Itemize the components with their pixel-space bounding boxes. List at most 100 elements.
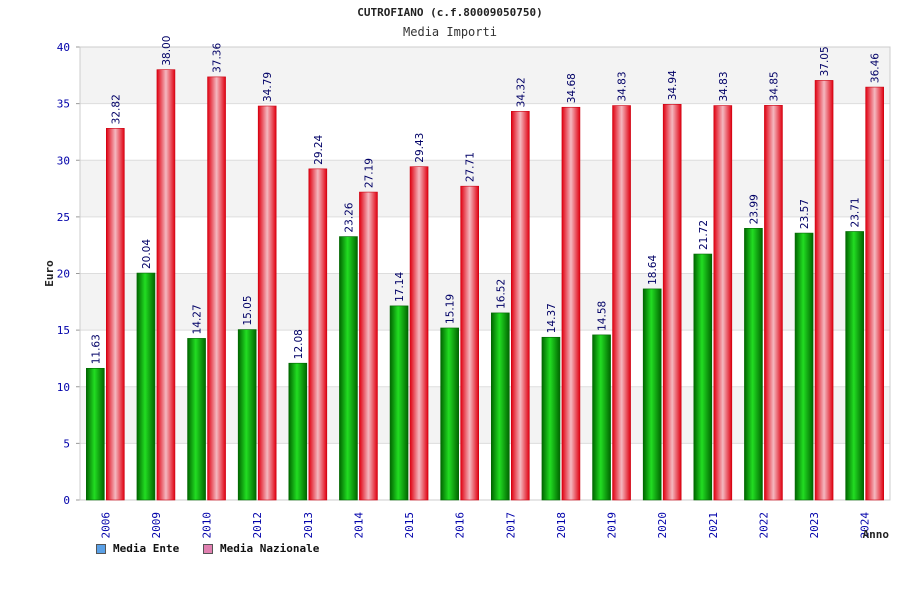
plot-frame (79, 46, 891, 501)
bar-nazionale-label: 34.68 (566, 73, 578, 103)
y-tick-label: 20 (57, 268, 70, 281)
legend-label-nazionale: Media Nazionale (220, 542, 320, 555)
x-tick-label: 2010 (201, 512, 214, 539)
bar-ente-label: 14.58 (597, 301, 609, 331)
bar-ente-label: 23.57 (799, 199, 811, 229)
bar-nazionale (257, 105, 277, 501)
bar-nazionale-label: 38.00 (161, 36, 173, 66)
x-tick-label: 2009 (150, 512, 163, 539)
bar-ente (744, 228, 763, 501)
bar-ente-label: 14.27 (192, 304, 204, 334)
y-tick-label: 10 (57, 381, 70, 394)
legend-label-ente: Media Ente (113, 542, 180, 555)
bar-nazionale (359, 191, 378, 501)
bar-nazionale-label: 27.71 (465, 152, 477, 182)
x-tick-label: 2014 (352, 512, 365, 539)
bar-nazionale (106, 128, 125, 501)
bar-ente-label: 17.14 (394, 272, 406, 302)
x-tick-label: 2012 (251, 512, 264, 539)
bar-nazionale-label: 34.83 (617, 71, 629, 101)
bar-ente (339, 236, 358, 501)
x-tick-label: 2023 (808, 512, 821, 539)
bar-ente (491, 312, 510, 501)
bar-nazionale-label: 37.36 (212, 43, 224, 73)
bar-nazionale (865, 86, 884, 501)
bar-ente-label: 21.72 (698, 220, 710, 250)
y-tick-label: 25 (57, 211, 70, 224)
x-tick-label: 2013 (302, 512, 315, 539)
bar-nazionale (460, 185, 479, 501)
y-axis-label: Euro (43, 260, 56, 287)
x-tick-label: 2006 (99, 512, 112, 539)
bar-ente-label: 16.52 (495, 279, 507, 309)
bar-ente-label: 23.71 (850, 197, 862, 227)
y-tick-label: 15 (57, 324, 70, 337)
bar-ente (440, 327, 459, 501)
bar-ente-label: 23.99 (748, 194, 760, 224)
bar-nazionale (207, 76, 226, 501)
x-tick-label: 2015 (403, 512, 416, 539)
bar-nazionale-label: 34.32 (515, 77, 527, 107)
bar-ente (693, 253, 713, 501)
bar-nazionale-label: 34.85 (768, 71, 780, 101)
bar-nazionale-label: 29.43 (414, 133, 426, 163)
x-tick-label: 2019 (606, 512, 619, 539)
chart-title: CUTROFIANO (c.f.80009050750) (357, 6, 543, 19)
legend-swatch-nazionale (203, 543, 213, 554)
bar-nazionale (612, 105, 631, 501)
y-tick-label: 30 (57, 154, 70, 167)
y-tick-label: 5 (63, 437, 70, 450)
bar-ente-label: 15.05 (242, 295, 254, 325)
bar-ente (187, 338, 206, 501)
bar-nazionale (156, 69, 176, 501)
bar-ente-label: 12.08 (293, 329, 305, 359)
x-tick-label: 2020 (656, 512, 669, 539)
bar-nazionale-label: 29.24 (313, 134, 325, 164)
bar-ente (136, 272, 156, 501)
x-tick-label: 2018 (555, 512, 568, 539)
y-tick-label: 40 (57, 41, 70, 54)
bar-nazionale (511, 111, 530, 501)
x-tick-label: 2021 (707, 512, 720, 539)
x-tick-label: 2022 (757, 512, 770, 539)
bar-ente (794, 232, 814, 501)
bar-nazionale (308, 168, 328, 501)
bar-nazionale-label: 34.83 (718, 71, 730, 101)
x-tick-label: 2017 (504, 512, 517, 539)
x-tick-label: 2016 (454, 512, 467, 539)
bar-ente-label: 15.19 (445, 294, 457, 324)
bar-ente (389, 305, 409, 501)
chart-subtitle: Media Importi (403, 25, 497, 39)
legend-swatch-ente (96, 543, 106, 554)
bar-ente (592, 334, 611, 501)
bar-ente (845, 231, 864, 501)
bar-nazionale-label: 36.46 (870, 53, 882, 83)
legend-item-nazionale: Media Nazionale (203, 542, 319, 555)
bar-ente (642, 288, 662, 501)
bar-ente-label: 23.26 (343, 202, 355, 232)
bar-nazionale (764, 105, 783, 501)
bar-ente-label: 11.63 (90, 334, 102, 364)
bar-nazionale (713, 105, 733, 501)
bar-nazionale (662, 104, 682, 501)
bar-ente-label: 18.64 (647, 255, 659, 285)
bar-ente (541, 336, 561, 501)
bar-nazionale-label: 34.94 (667, 70, 679, 100)
bar-nazionale-label: 27.19 (363, 158, 375, 188)
bar-nazionale (814, 80, 834, 501)
y-tick-label: 0 (63, 494, 70, 507)
bar-nazionale-label: 34.79 (262, 72, 274, 102)
bar-nazionale-label: 37.05 (819, 46, 831, 76)
bar-nazionale (561, 106, 581, 501)
bar-nazionale (409, 166, 429, 501)
bar-nazionale-label: 32.82 (110, 94, 122, 124)
x-axis-label: Anno (863, 528, 890, 541)
legend-item-ente: Media Ente (96, 542, 179, 555)
bar-ente-label: 20.04 (141, 239, 153, 269)
bar-ente (288, 362, 308, 501)
x-tick-label: 2024 (859, 512, 872, 539)
bar-ente (237, 329, 257, 501)
bar-ente (86, 367, 105, 501)
y-tick-label: 35 (57, 98, 70, 111)
